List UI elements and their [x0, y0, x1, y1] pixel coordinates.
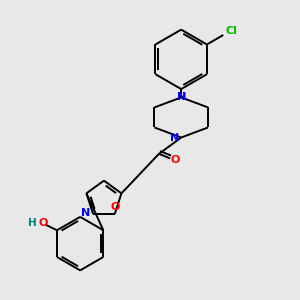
- Text: N: N: [177, 92, 186, 102]
- Text: Cl: Cl: [226, 26, 238, 36]
- Text: N: N: [170, 133, 179, 142]
- Text: H: H: [28, 218, 37, 228]
- Text: N: N: [177, 92, 186, 102]
- Text: O: O: [171, 155, 180, 165]
- Text: O: O: [38, 218, 48, 228]
- Text: N: N: [81, 208, 90, 218]
- Text: O: O: [110, 202, 119, 212]
